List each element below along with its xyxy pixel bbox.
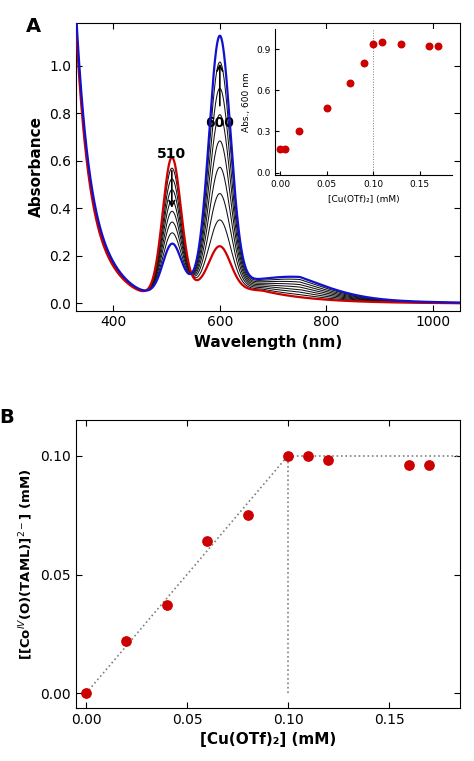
X-axis label: [Cu(OTf)₂] (mM): [Cu(OTf)₂] (mM) <box>200 732 336 747</box>
Text: 510: 510 <box>157 147 186 161</box>
Point <box>123 635 130 647</box>
Text: A: A <box>26 17 41 36</box>
Point <box>203 535 211 547</box>
Point <box>304 450 312 462</box>
Point <box>426 459 433 471</box>
Point <box>82 687 90 699</box>
Point <box>163 600 171 612</box>
Point <box>405 459 413 471</box>
Y-axis label: [[Co$^{IV}$(O)(TAML)]$^{2-}$] (mM): [[Co$^{IV}$(O)(TAML)]$^{2-}$] (mM) <box>17 468 35 660</box>
Y-axis label: Absorbance: Absorbance <box>28 116 44 217</box>
Point <box>325 454 332 466</box>
Point <box>244 509 251 521</box>
Text: B: B <box>0 409 14 428</box>
Point <box>284 450 292 462</box>
Text: 600: 600 <box>205 116 234 129</box>
X-axis label: Wavelength (nm): Wavelength (nm) <box>194 335 342 350</box>
